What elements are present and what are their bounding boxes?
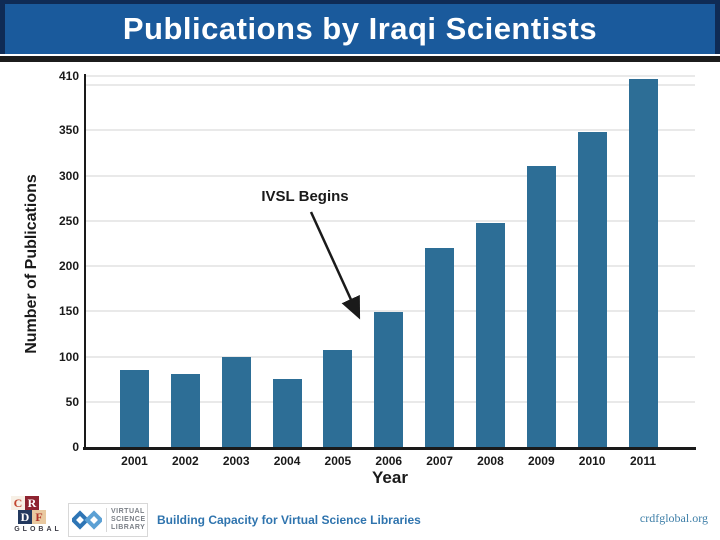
bar-2009	[526, 165, 556, 447]
gridline-410	[84, 75, 695, 77]
bar-2006	[374, 312, 404, 447]
bar-2002	[170, 373, 200, 447]
bar-2010	[577, 132, 607, 447]
y-tick-350: 350	[58, 123, 79, 138]
y-tick-250: 250	[58, 213, 79, 228]
x-tick-2003: 2003	[222, 454, 250, 468]
vsl-line-virtual: VIRTUAL	[111, 508, 145, 515]
crdf-letter-d: D	[18, 510, 32, 524]
crdf-letter-c: C	[11, 496, 25, 510]
header-divider	[0, 56, 720, 62]
y-axis-line	[84, 74, 86, 449]
slide-title: Publications by Iraqi Scientists	[122, 11, 598, 46]
bar-2011	[628, 78, 658, 447]
crdf-global-logo: C R D F GLOBAL	[10, 496, 66, 538]
x-tick-2011: 2011	[629, 454, 657, 468]
bar-2005	[323, 350, 353, 447]
x-axis-title: Year	[372, 468, 408, 487]
y-tick-410: 410	[58, 69, 79, 83]
infinity-icon	[72, 510, 102, 530]
y-tick-0: 0	[72, 440, 79, 454]
annotation-ivsl-begins: IVSL Begins	[261, 188, 349, 205]
gridline-350	[84, 129, 695, 132]
gridline-400	[84, 84, 695, 87]
x-tick-2006: 2006	[375, 454, 403, 468]
crdf-letter-r: R	[25, 496, 39, 510]
y-tick-200: 200	[58, 259, 79, 274]
bar-2004	[272, 379, 302, 447]
gridline-150	[84, 310, 695, 313]
crdf-letter-f: F	[32, 510, 46, 524]
x-tick-2004: 2004	[273, 454, 301, 468]
y-tick-100: 100	[58, 349, 79, 364]
x-tick-2002: 2002	[171, 454, 199, 468]
y-tick-300: 300	[58, 168, 79, 183]
x-tick-2008: 2008	[477, 454, 504, 468]
x-tick-2010: 2010	[578, 454, 606, 468]
gridline-250	[84, 219, 695, 222]
x-axis-line	[83, 447, 696, 450]
vsl-logo-text: VIRTUAL SCIENCE LIBRARY	[106, 508, 146, 532]
gridline-200	[84, 265, 695, 268]
footer-url: crdfglobal.org	[639, 511, 708, 525]
y-tick-150: 150	[58, 304, 79, 319]
y-tick-50: 50	[65, 394, 79, 409]
footer-tagline: Building Capacity for Virtual Science Li…	[157, 513, 421, 527]
footer: C R D F GLOBAL VIRTUAL SCIENCE LIBRARY B…	[0, 494, 720, 540]
crdf-global-word: GLOBAL	[14, 526, 62, 533]
x-tick-2009: 2009	[527, 454, 555, 468]
vsl-line-library: LIBRARY	[111, 524, 146, 531]
bar-2003	[221, 357, 251, 447]
x-tick-2007: 2007	[426, 454, 453, 468]
gridline-300	[84, 174, 695, 177]
bar-2001	[120, 370, 149, 447]
bar-2007	[425, 247, 455, 447]
virtual-science-library-logo: VIRTUAL SCIENCE LIBRARY	[68, 503, 148, 537]
bar-2008	[475, 222, 505, 447]
header-band: Publications by Iraqi Scientists	[0, 0, 720, 54]
x-tick-2005: 2005	[324, 454, 352, 468]
vsl-line-science: SCIENCE	[111, 516, 146, 523]
x-tick-2001: 2001	[121, 454, 148, 468]
